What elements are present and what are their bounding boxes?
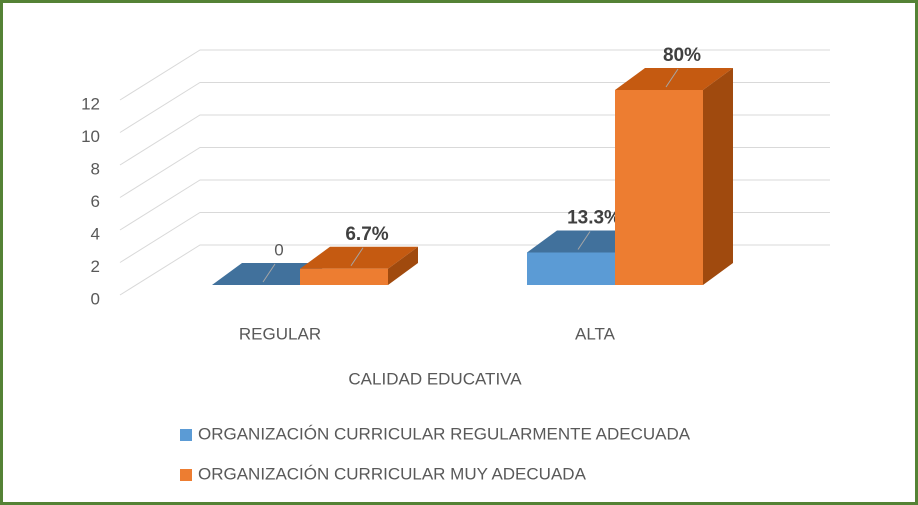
bar <box>615 90 703 285</box>
x-axis-title: CALIDAD EDUCATIVA <box>348 369 522 388</box>
data-label: 0 <box>274 240 283 259</box>
data-label: 6.7% <box>345 224 388 245</box>
legend-label: ORGANIZACIÓN CURRICULAR REGULARMENTE ADE… <box>198 424 691 443</box>
bar-top <box>300 246 418 269</box>
y-tick-label: 10 <box>81 127 100 146</box>
bar-side <box>388 246 418 285</box>
leader <box>350 247 364 267</box>
leader <box>665 68 679 88</box>
legend-label: ORGANIZACIÓN CURRICULAR MUY ADECUADA <box>198 464 587 483</box>
data-label: 13.3% <box>567 208 621 229</box>
y-tick-label: 0 <box>91 289 100 308</box>
grid-line <box>119 82 830 133</box>
y-tick-label: 6 <box>91 192 100 211</box>
bar-top <box>615 68 733 90</box>
bar <box>300 268 388 285</box>
bar-side <box>703 68 733 285</box>
legend-swatch <box>180 469 192 481</box>
x-tick-label: ALTA <box>575 324 616 343</box>
legend-swatch <box>180 429 192 441</box>
y-tick-label: 4 <box>91 224 100 243</box>
y-tick-label: 12 <box>81 94 100 113</box>
bar <box>527 252 615 285</box>
x-tick-label: REGULAR <box>239 324 321 343</box>
leader <box>262 263 276 283</box>
leader <box>577 231 591 250</box>
data-label: 80% <box>663 45 701 66</box>
y-tick-label: 2 <box>91 257 100 276</box>
grid-line <box>119 49 830 101</box>
y-tick-label: 8 <box>91 159 100 178</box>
